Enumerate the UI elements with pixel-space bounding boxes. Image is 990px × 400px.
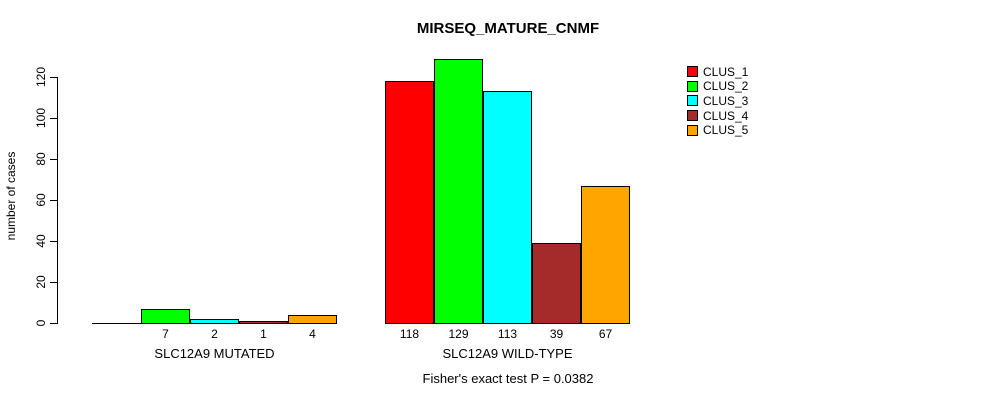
y-tick	[50, 77, 57, 78]
legend-label: CLUS_2	[703, 79, 749, 94]
legend-label: CLUS_3	[703, 93, 749, 108]
legend-label: CLUS_1	[703, 64, 749, 79]
bar-value-label: 118	[399, 327, 420, 341]
y-axis-label: number of cases	[4, 151, 18, 241]
y-tick-label: 0	[34, 319, 48, 327]
legend-label: CLUS_4	[703, 108, 749, 123]
y-tick	[50, 118, 57, 119]
legend-label: CLUS_5	[703, 123, 749, 138]
bar-value-label: 39	[549, 327, 564, 341]
legend-swatch	[687, 110, 698, 122]
bar-value-label: 1	[260, 327, 267, 341]
y-tick-label: 60	[34, 193, 48, 207]
legend-swatch	[687, 124, 698, 136]
bar-value-label: 4	[309, 327, 316, 341]
bar-value-label: 113	[497, 327, 518, 341]
y-tick	[50, 200, 57, 201]
fisher-test-caption: Fisher's exact test P = 0.0382	[422, 371, 594, 386]
legend-swatch	[687, 95, 698, 107]
bar	[385, 81, 434, 324]
y-tick-label: 120	[34, 66, 48, 88]
bar	[532, 243, 581, 324]
bar-value-label: 67	[598, 327, 613, 341]
y-tick	[50, 323, 57, 324]
bar	[288, 315, 337, 324]
bar	[190, 319, 239, 324]
y-tick-label: 20	[34, 275, 48, 289]
legend-swatch	[687, 80, 698, 92]
bar	[581, 186, 630, 324]
chart-title: MIRSEQ_MATURE_CNMF	[416, 20, 600, 37]
bar-value-label: 2	[211, 327, 218, 341]
y-tick-label: 100	[34, 107, 48, 129]
bar	[141, 309, 190, 324]
bar	[239, 321, 288, 324]
bar-value-label: 7	[162, 327, 169, 341]
bar-value-label: 129	[448, 327, 469, 341]
legend-swatch	[687, 66, 698, 77]
y-tick	[50, 282, 57, 283]
group-label: SLC12A9 WILD-TYPE	[442, 346, 573, 361]
bar	[434, 59, 483, 324]
y-axis-line	[57, 77, 58, 324]
bar	[483, 91, 532, 324]
y-tick	[50, 159, 57, 160]
y-tick	[50, 241, 57, 242]
group-label: SLC12A9 MUTATED	[154, 346, 275, 361]
y-tick-label: 80	[34, 152, 48, 166]
y-tick-label: 40	[34, 234, 48, 248]
